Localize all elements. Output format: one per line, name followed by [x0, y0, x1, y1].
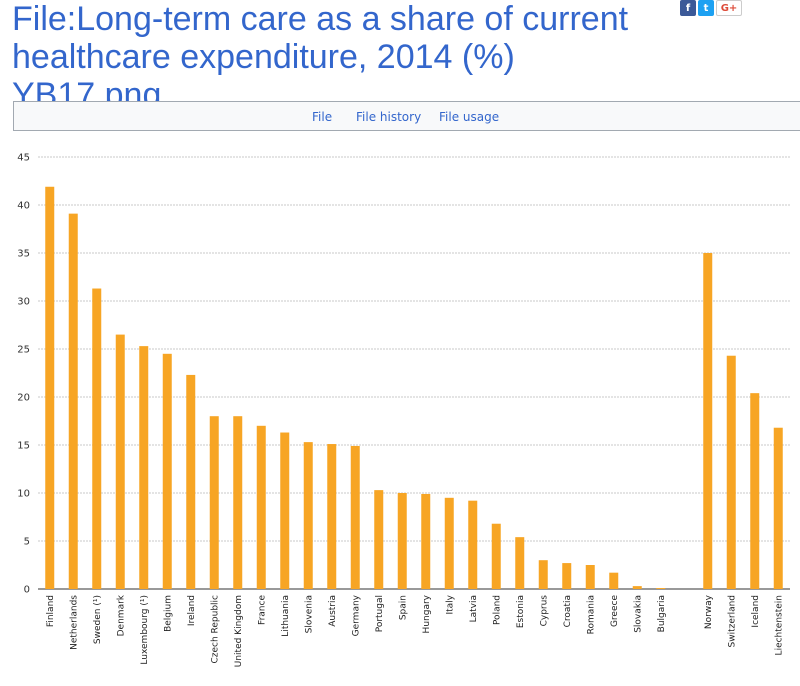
- bar: [68, 213, 78, 589]
- category-label: Romania: [586, 595, 596, 634]
- category-label: Italy: [445, 594, 455, 614]
- bar: [374, 490, 384, 589]
- bar: [303, 442, 313, 589]
- bar: [726, 355, 736, 589]
- category-label: Denmark: [116, 594, 126, 636]
- bar: [585, 565, 595, 589]
- bar: [280, 432, 290, 589]
- category-label: Iceland: [751, 595, 761, 628]
- twitter-icon[interactable]: t: [698, 0, 714, 16]
- y-tick-label: 35: [17, 249, 30, 260]
- category-label: United Kingdom: [234, 595, 244, 667]
- page-title: File:Long-term care as a share of curren…: [12, 0, 629, 114]
- bar: [327, 444, 337, 589]
- category-label: Ireland: [187, 595, 197, 626]
- y-tick-label: 5: [24, 537, 30, 548]
- y-tick-label: 25: [17, 345, 30, 356]
- y-tick-label: 15: [17, 441, 30, 452]
- category-label: Slovenia: [304, 595, 314, 633]
- bar: [350, 445, 360, 589]
- category-label: Germany: [351, 594, 361, 636]
- bar: [162, 353, 172, 589]
- category-label: Netherlands: [69, 595, 79, 650]
- category-label: Luxembourg (¹): [140, 595, 150, 665]
- bar: [515, 537, 525, 589]
- category-label: Sweden (¹): [93, 595, 103, 644]
- y-tick-label: 30: [17, 297, 30, 308]
- y-tick-label: 45: [17, 153, 30, 164]
- bar: [750, 393, 760, 589]
- bar-chart: 0 5 10 15 20 25 30 35 40 45 Finland Netherlands Swed…: [17, 153, 790, 667]
- tab-file-history[interactable]: File history: [356, 110, 422, 124]
- bar: [609, 572, 619, 589]
- file-tabs: File File history File usage: [13, 101, 800, 131]
- bar: [773, 427, 783, 589]
- category-label: Poland: [492, 595, 502, 625]
- category-label: Czech Republic: [210, 595, 220, 664]
- category-label: Portugal: [375, 595, 385, 632]
- category-label: Austria: [328, 595, 338, 627]
- category-label: Cyprus: [539, 595, 549, 627]
- bar: [233, 416, 243, 589]
- category-label: Lithuania: [281, 595, 291, 637]
- share-bar: f t G+: [680, 0, 742, 16]
- bar: [209, 416, 219, 589]
- bar: [538, 560, 548, 589]
- category-label: Estonia: [516, 595, 526, 628]
- bar: [45, 186, 55, 589]
- y-tick-label: 20: [17, 393, 30, 404]
- category-label: Switzerland: [727, 595, 737, 648]
- bar: [444, 497, 454, 589]
- y-tick-label: 40: [17, 201, 30, 212]
- category-label: Belgium: [163, 595, 173, 632]
- google-plus-icon[interactable]: G+: [716, 0, 742, 16]
- y-tick-label: 0: [24, 585, 30, 596]
- category-label: Norway: [704, 594, 714, 629]
- bar: [632, 586, 642, 589]
- category-label: Spain: [398, 595, 408, 620]
- bar: [92, 288, 102, 589]
- bar: [115, 334, 125, 589]
- bar: [703, 253, 713, 589]
- bar: [421, 493, 431, 589]
- category-label: Latvia: [469, 595, 479, 622]
- bar: [186, 374, 196, 589]
- bar: [397, 493, 407, 589]
- category-label: Finland: [46, 595, 56, 627]
- bar: [562, 563, 572, 589]
- bar: [139, 346, 149, 589]
- bar: [491, 523, 501, 589]
- y-tick-label: 10: [17, 489, 30, 500]
- category-label: Bulgaria: [657, 595, 667, 632]
- category-label: Greece: [610, 595, 620, 627]
- category-label: Liechtenstein: [774, 595, 784, 655]
- facebook-icon[interactable]: f: [680, 0, 696, 16]
- bar: [656, 588, 666, 589]
- bar: [468, 500, 478, 589]
- bar: [256, 425, 266, 589]
- category-label: Hungary: [422, 594, 432, 633]
- tab-file-usage[interactable]: File usage: [439, 110, 500, 124]
- tab-file[interactable]: File: [312, 110, 333, 124]
- category-label: France: [257, 595, 267, 625]
- category-label: Croatia: [563, 595, 573, 627]
- category-label: Slovakia: [633, 595, 643, 633]
